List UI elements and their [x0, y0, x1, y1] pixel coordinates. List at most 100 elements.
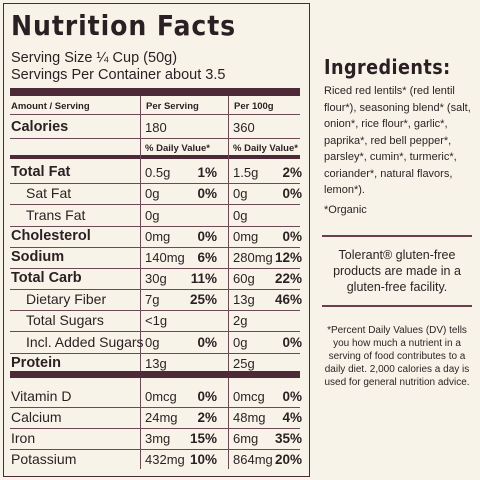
nutrient-name: Trans Fat [26, 207, 86, 223]
divider [10, 204, 300, 205]
nutrient-name: Total Carb [11, 270, 82, 286]
dv-header-serving: % Daily Value* [145, 143, 210, 154]
nutrient-serving-amount: 3mg [145, 431, 171, 446]
nutrient-100g-amount: 0mg [233, 229, 259, 244]
nutrient-100g-amount: 6mg [233, 431, 259, 446]
nutrient-serving-amount: 0.5g [145, 165, 171, 180]
dv-header-100g: % Daily Value* [233, 143, 298, 154]
col-per-100g-header: Per 100g [234, 101, 274, 112]
ingredients-text: Riced red lentils* (red lentil flour*), … [324, 85, 471, 196]
nutrient-100g-dv: 0% [282, 389, 302, 404]
ingredients-title: Ingredients: [324, 55, 451, 79]
nutrient-serving-amount: 140mg [145, 250, 185, 265]
nutrient-name: Total Sugars [26, 312, 104, 328]
nutrient-100g-dv: 12% [274, 250, 302, 265]
nutrient-serving-amount: 24mg [145, 410, 178, 425]
nutrient-100g-dv: 2% [282, 165, 302, 180]
nutrient-name: Vitamin D [11, 388, 72, 404]
divider [10, 226, 300, 227]
nutrient-name: Sodium [11, 249, 65, 265]
divider [10, 114, 300, 115]
nutrient-100g-amount: 1.5g [233, 165, 259, 180]
nutrient-serving-dv: 1% [197, 165, 217, 180]
divider [10, 310, 300, 311]
nutrition-facts-panel [3, 3, 310, 477]
nutrient-serving-amount: 432mg [145, 452, 185, 467]
divider [10, 331, 300, 332]
nutrient-100g-amount: 48mg [233, 410, 266, 425]
nutrient-100g-dv: 0% [282, 335, 302, 350]
divider [10, 407, 300, 408]
nutrient-100g-dv: 46% [274, 292, 302, 307]
divider [10, 289, 300, 290]
serving-size: Serving Size ¼ Cup (50g) [11, 50, 178, 66]
column-separator [228, 96, 229, 376]
divider [10, 268, 300, 269]
nutrient-serving-amount: <1g [145, 313, 168, 328]
ingredients-divider [322, 235, 472, 237]
nutrient-serving-amount: 13g [145, 356, 167, 371]
nutrient-100g-amount: 864mg [233, 452, 273, 467]
col-amount-header: Amount / Serving [11, 101, 90, 112]
divider [10, 428, 300, 429]
organic-note: *Organic [324, 204, 367, 216]
divider [10, 247, 300, 248]
nutrient-100g-dv: 35% [274, 431, 302, 446]
nutrient-serving-dv: 0% [197, 335, 217, 350]
nutrient-100g-amount: 2g [233, 313, 248, 328]
nutrient-serving-amount: 7g [145, 292, 160, 307]
thick-divider-bottom [10, 371, 300, 378]
nutrient-serving-amount: 0g [145, 208, 160, 223]
nutrient-100g-amount: 0g [233, 208, 248, 223]
column-separator [228, 377, 229, 469]
nutrient-serving-dv: 0% [197, 186, 217, 201]
nutrient-serving-amount: 0g [145, 335, 160, 350]
nutrient-name: Total Fat [11, 164, 71, 180]
col-per-serving-header: Per Serving [146, 101, 199, 112]
nutrition-facts-title: Nutrition Facts [11, 9, 237, 42]
nutrient-name: Calcium [11, 409, 62, 425]
nutrient-100g-amount: 60g [233, 271, 255, 286]
nutrient-serving-amount: 0mg [145, 229, 171, 244]
divider [10, 449, 300, 450]
nutrient-100g-dv: 22% [274, 271, 302, 286]
nutrient-100g-dv: 0% [282, 186, 302, 201]
nutrient-serving-dv: 6% [197, 250, 217, 265]
nutrient-serving-dv: 11% [190, 271, 217, 286]
nutrient-serving-dv: 2% [197, 410, 217, 425]
calories-serving: 180 [145, 120, 167, 135]
nutrient-serving-amount: 0mcg [145, 389, 177, 404]
nutrient-name: Potassium [11, 451, 77, 467]
nutrient-100g-amount: 0mcg [233, 389, 265, 404]
nutrient-100g-amount: 13g [233, 292, 255, 307]
nutrient-name: Incl. Added Sugars [26, 334, 144, 350]
nutrient-100g-amount: 0g [233, 186, 248, 201]
nutrient-100g-amount: 0g [233, 335, 248, 350]
nutrient-serving-dv: 0% [197, 389, 217, 404]
servings-per-container: Servings Per Container about 3.5 [11, 67, 226, 83]
nutrient-serving-dv: 0% [197, 229, 217, 244]
nutrient-100g-dv: 0% [282, 229, 302, 244]
column-separator [140, 96, 141, 376]
calories-label: Calories [11, 119, 69, 135]
nutrient-100g-amount: 280mg [233, 250, 273, 265]
thick-divider-top [10, 88, 300, 96]
nutrient-serving-dv: 25% [189, 292, 217, 307]
nutrient-100g-amount: 25g [233, 356, 255, 371]
gluten-free-statement: Tolerant® gluten-free products are made … [333, 248, 461, 294]
nutrient-100g-dv: 20% [274, 452, 302, 467]
nutrient-serving-dv: 10% [189, 452, 217, 467]
divider [10, 183, 300, 184]
column-separator [140, 377, 141, 469]
thick-divider-mid [10, 155, 300, 159]
nutrient-name: Cholesterol [11, 228, 91, 244]
nutrient-serving-dv: 15% [189, 431, 217, 446]
nutrient-serving-amount: 0g [145, 186, 160, 201]
nutrient-name: Sat Fat [26, 185, 72, 201]
calories-100g: 360 [233, 120, 255, 135]
nutrient-name: Iron [11, 430, 36, 446]
nutrient-100g-dv: 4% [282, 410, 302, 425]
gluten-free-divider [322, 305, 472, 307]
divider [10, 353, 300, 354]
nutrient-name: Dietary Fiber [26, 291, 107, 307]
